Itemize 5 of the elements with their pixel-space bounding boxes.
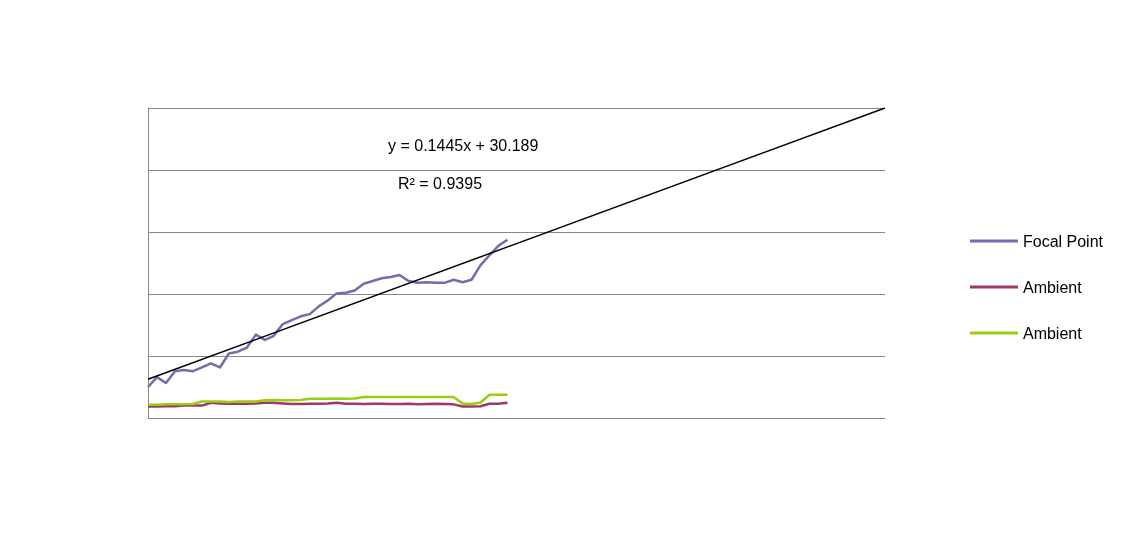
annotation: y = 0.1445x + 30.189 [388,136,539,154]
legend-label: Ambient [1022,278,1083,296]
annotation: R² = 0.9395 [398,174,483,192]
legend-label: Ambient [1022,324,1083,342]
legend-label: Focal Point [1022,232,1104,250]
